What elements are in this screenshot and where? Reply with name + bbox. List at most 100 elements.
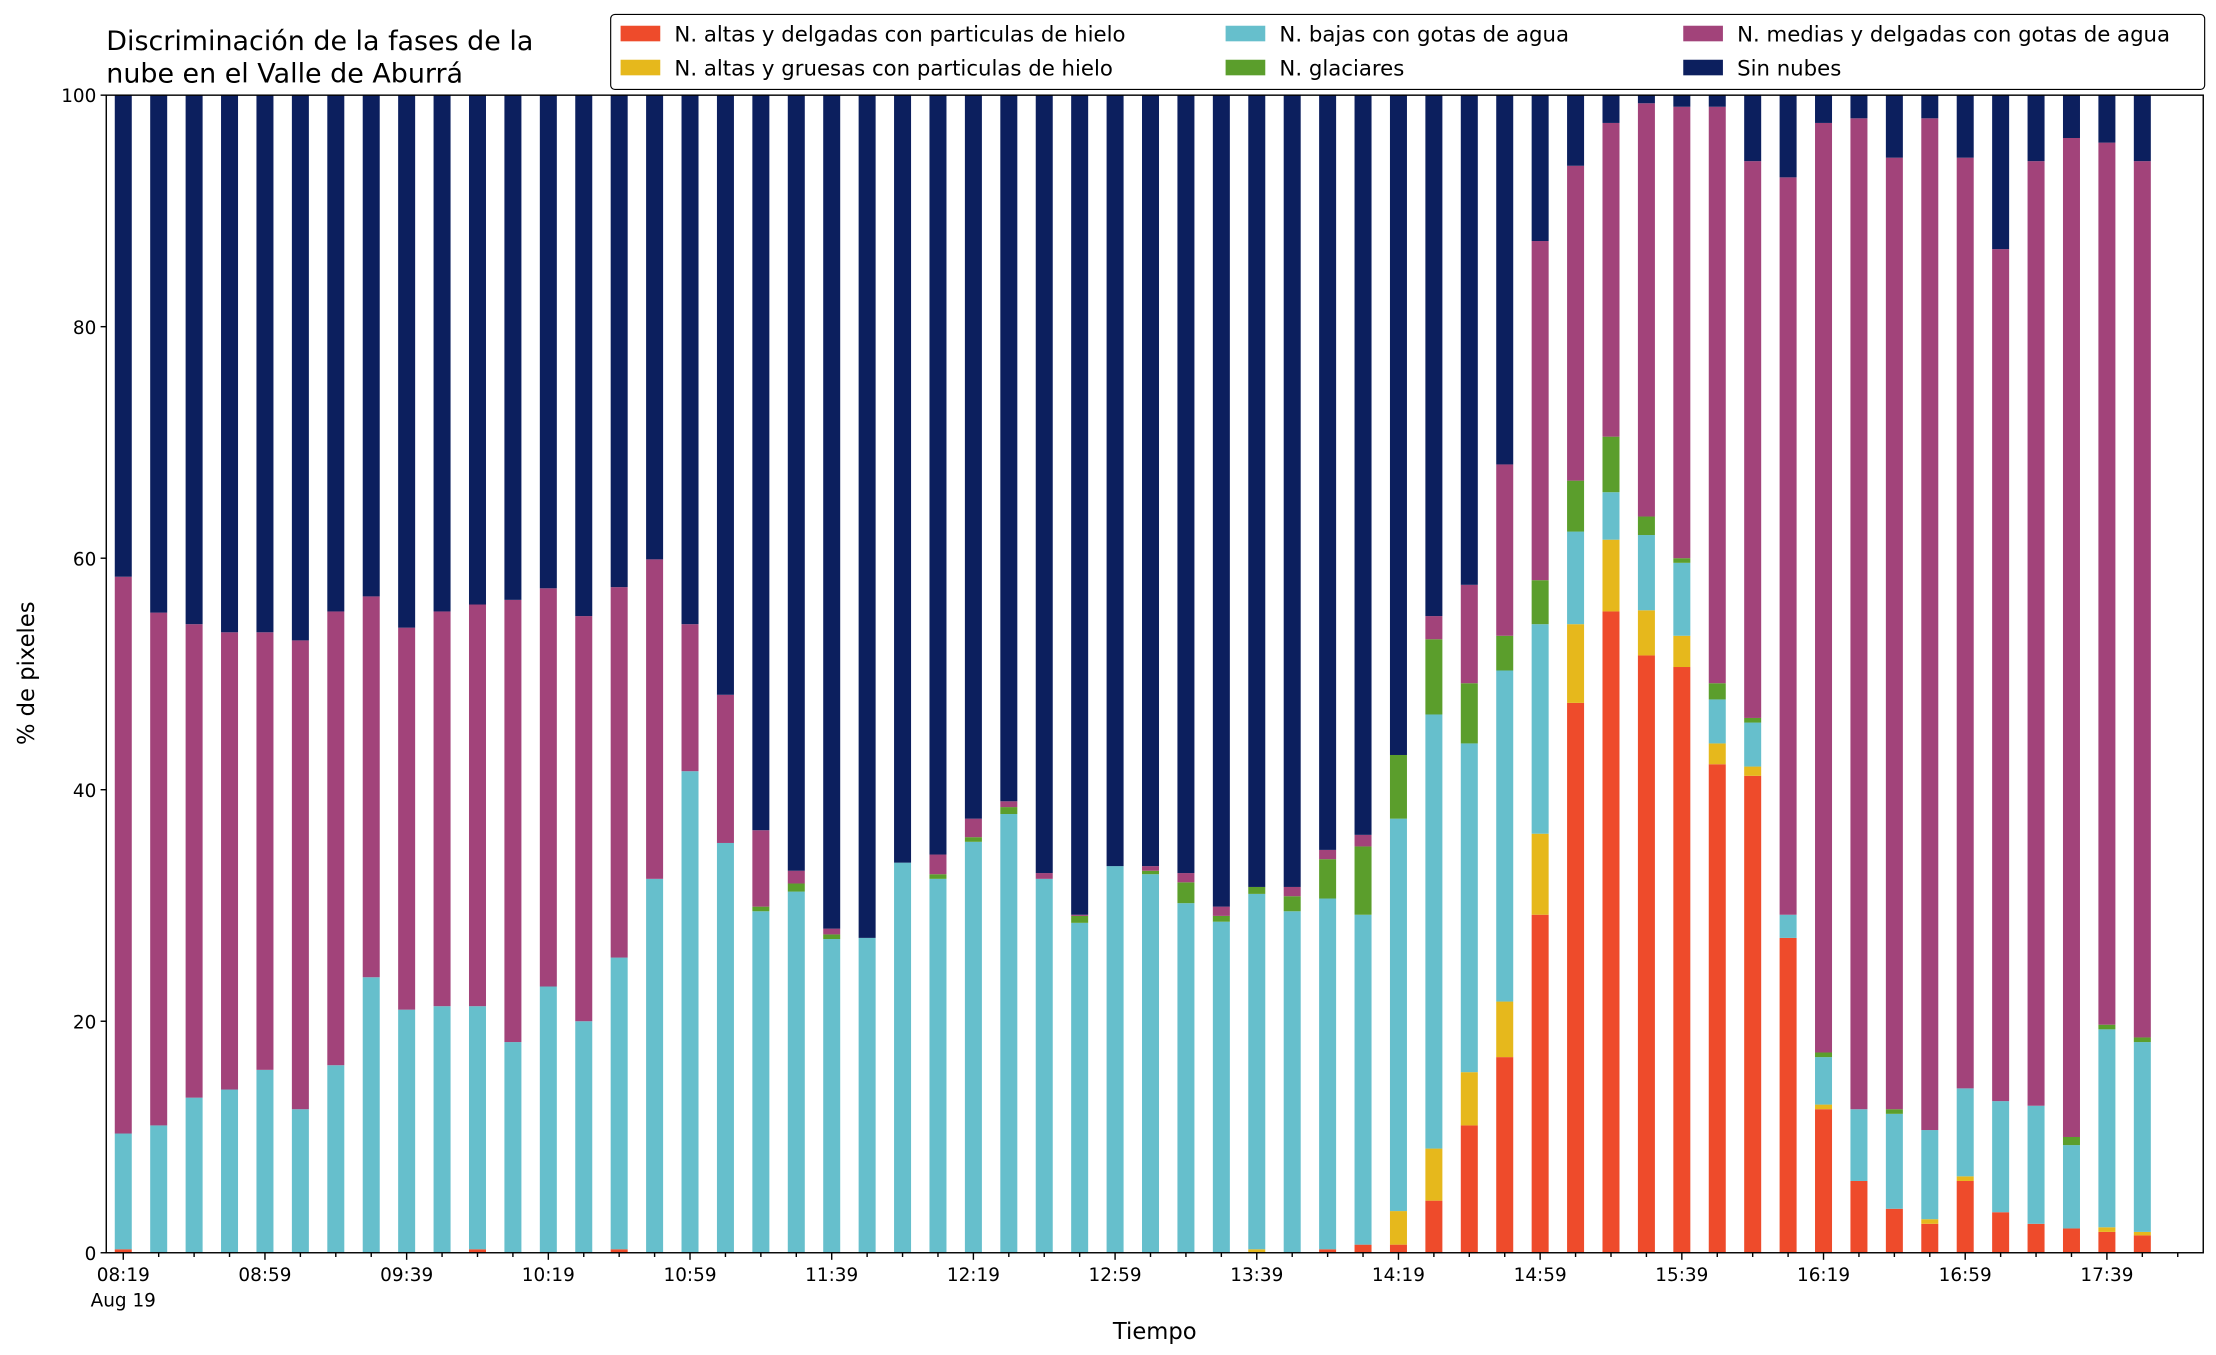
- y-tick-label: 20: [73, 1012, 96, 1033]
- y-tick-label: 0: [85, 1244, 97, 1265]
- x-tick-label: 16:59: [1939, 1265, 1992, 1286]
- bar-segment: [1815, 1057, 1833, 1105]
- x-date-label: Aug 19: [91, 1291, 156, 1312]
- bar-segment: [256, 95, 274, 633]
- bar-segment: [2133, 161, 2151, 1038]
- bar-segment: [362, 95, 380, 597]
- bar-segment: [1000, 814, 1018, 1253]
- bar-segment: [1177, 873, 1195, 883]
- bar-segment: [1425, 1200, 1443, 1253]
- bar-segment: [823, 934, 841, 940]
- x-tick-label: 12:59: [1089, 1265, 1142, 1286]
- bar-segment: [823, 939, 841, 1253]
- legend-label: N. bajas con gotas de agua: [1279, 22, 1569, 47]
- bar-segment: [1389, 1244, 1407, 1253]
- x-tick-label: 16:19: [1797, 1265, 1850, 1286]
- bar-segment: [362, 977, 380, 1253]
- legend-label: Sin nubes: [1737, 56, 1841, 81]
- bar-segment: [1921, 118, 1939, 1131]
- bar-segment: [433, 95, 451, 612]
- legend-swatch: [620, 59, 661, 76]
- x-tick-label: 14:19: [1372, 1265, 1425, 1286]
- chart-title: Discriminación de la fases de la: [106, 26, 533, 57]
- bar-segment: [787, 870, 805, 884]
- bar-segment: [681, 624, 699, 772]
- bar-segment: [1992, 95, 2010, 250]
- bar-segment: [575, 95, 593, 617]
- bar-segment: [1567, 624, 1585, 703]
- bar-segment: [1885, 1113, 1903, 1209]
- bar-segment: [1142, 874, 1160, 1253]
- bar-segment: [1708, 106, 1726, 684]
- bar-segment: [1637, 103, 1655, 517]
- x-tick-label: 10:19: [522, 1265, 575, 1286]
- bar-segment: [1531, 624, 1549, 834]
- bar-segment: [1071, 95, 1089, 915]
- bar-segment: [2133, 1231, 2151, 1236]
- bar-segment: [1142, 870, 1160, 875]
- bar-segment: [858, 937, 876, 1253]
- bar-segment: [327, 95, 345, 612]
- bar-segment: [433, 1006, 451, 1253]
- bar-segment: [610, 95, 628, 588]
- bar-segment: [1319, 1249, 1337, 1253]
- bar-segment: [1637, 95, 1655, 104]
- y-tick-label: 40: [73, 781, 96, 802]
- bar-segment: [2027, 1105, 2045, 1224]
- bar-segment: [1956, 1088, 1974, 1177]
- bar-segment: [964, 837, 982, 842]
- bar-segment: [1602, 122, 1620, 437]
- bar-segment: [1956, 157, 1974, 1089]
- bar-segment: [1354, 1244, 1372, 1253]
- bar-segment: [114, 95, 132, 577]
- bar-segment: [1212, 921, 1230, 1253]
- bar-segment: [929, 854, 947, 875]
- bar-segment: [468, 1006, 486, 1250]
- bar-segment: [2098, 95, 2116, 143]
- bar-segment: [752, 906, 770, 912]
- bar-segment: [823, 95, 841, 929]
- bar-segment: [327, 611, 345, 1066]
- bar-segment: [1425, 714, 1443, 1149]
- bar-segment: [291, 1109, 309, 1253]
- bar-segment: [1956, 1180, 1974, 1253]
- bar-segment: [1000, 801, 1018, 808]
- bar-segment: [858, 95, 876, 938]
- bar-segment: [752, 830, 770, 907]
- bar-segment: [1531, 580, 1549, 625]
- bar-segment: [1283, 95, 1301, 887]
- bar-segment: [1496, 1001, 1514, 1058]
- bar-segment: [433, 611, 451, 1007]
- bar-segment: [1815, 1104, 1833, 1110]
- bar-segment: [398, 95, 416, 628]
- bar-segment: [1602, 436, 1620, 493]
- bar-segment: [1248, 1249, 1266, 1253]
- bar-segment: [150, 612, 168, 1126]
- bar-segment: [2098, 1024, 2116, 1030]
- legend-swatch: [1683, 59, 1723, 76]
- bar-segment: [1744, 766, 1762, 776]
- bar-segment: [1531, 914, 1549, 1253]
- bar-segment: [1708, 699, 1726, 744]
- x-tick-label: 10:59: [663, 1265, 716, 1286]
- bar-segment: [2062, 95, 2080, 138]
- bar-segment: [646, 95, 664, 560]
- legend-label: N. glaciares: [1279, 56, 1404, 81]
- y-tick-label: 60: [73, 549, 96, 570]
- bar-segment: [1602, 95, 1620, 123]
- bar-segment: [1885, 157, 1903, 1110]
- bar-segment: [1177, 882, 1195, 904]
- bar-segment: [2133, 1235, 2151, 1253]
- bar-segment: [1708, 683, 1726, 700]
- x-tick-label: 13:39: [1230, 1265, 1283, 1286]
- bar-segment: [468, 604, 486, 1007]
- bar-segment: [1460, 1072, 1478, 1126]
- bar-segment: [1248, 95, 1266, 887]
- bar-segment: [2027, 161, 2045, 1106]
- bar-segment: [327, 1065, 345, 1253]
- bar-segment: [1000, 95, 1018, 802]
- chart-title: nube en el Valle de Aburrá: [106, 58, 463, 89]
- bar-segment: [1000, 807, 1018, 815]
- legend-swatch: [1225, 25, 1266, 42]
- bar-segment: [1956, 95, 1974, 158]
